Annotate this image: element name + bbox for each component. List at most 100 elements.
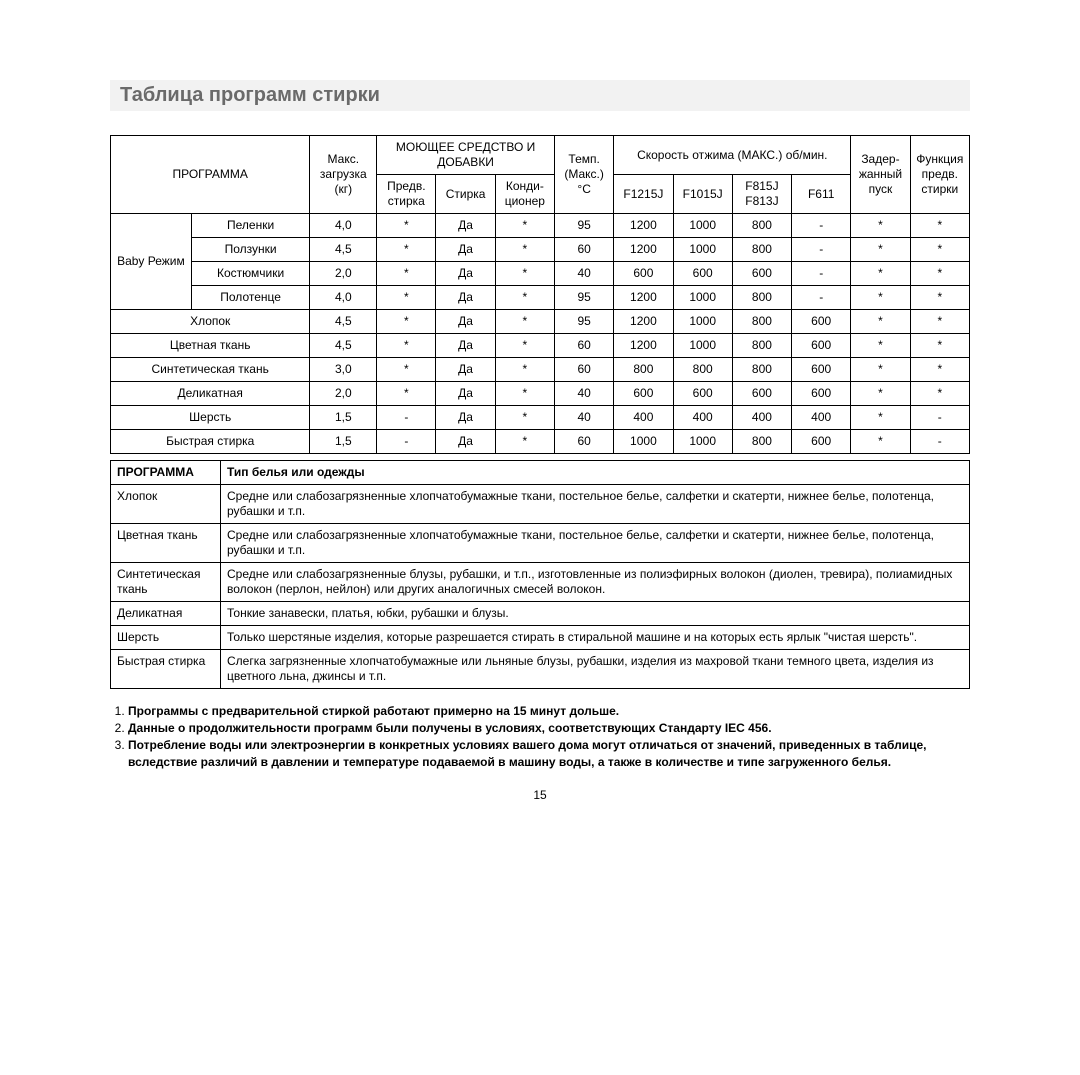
cell: * <box>910 286 969 310</box>
cell: 1000 <box>673 214 732 238</box>
table-header-row-1: ПРОГРАММА Макс. загрузка (кг) МОЮЩЕЕ СРЕ… <box>111 136 970 175</box>
cell: * <box>851 334 910 358</box>
program-name: Хлопок <box>111 310 310 334</box>
page-title: Таблица программ стирки <box>120 84 380 106</box>
cell: 800 <box>673 358 732 382</box>
cell: * <box>851 358 910 382</box>
cell: * <box>851 406 910 430</box>
cell: 1,5 <box>310 406 377 430</box>
cell: 1200 <box>614 238 673 262</box>
desc-program: Шерсть <box>111 626 221 650</box>
cell: 400 <box>614 406 673 430</box>
cell: * <box>910 358 969 382</box>
desc-type: Средне или слабозагрязненные хлопчатобум… <box>221 485 970 524</box>
cell: * <box>851 430 910 454</box>
footnote-1-text: Программы с предварительной стиркой рабо… <box>128 704 619 718</box>
cell: 600 <box>792 382 851 406</box>
col-prewash: Предв. стирка <box>377 175 436 214</box>
cell: 800 <box>732 430 791 454</box>
cell: 1200 <box>614 286 673 310</box>
cell: * <box>377 286 436 310</box>
cell: 600 <box>792 334 851 358</box>
col-spin-4: F611 <box>792 175 851 214</box>
cell: * <box>377 262 436 286</box>
cell: * <box>495 310 554 334</box>
cell: * <box>495 262 554 286</box>
col-spin-3: F815J F813J <box>732 175 791 214</box>
table-row: Шерсть 1,5 - Да * 40 400 400 400 400 * - <box>111 406 970 430</box>
table-row: Цветная ткань 4,5 * Да * 60 1200 1000 80… <box>111 334 970 358</box>
cell: * <box>851 286 910 310</box>
cell: 1200 <box>614 214 673 238</box>
page: Таблица программ стирки ПРОГРАММА Макс. … <box>0 0 1080 842</box>
table-row: Деликатная 2,0 * Да * 40 600 600 600 600… <box>111 382 970 406</box>
cell: * <box>377 214 436 238</box>
col-max-load: Макс. загрузка (кг) <box>310 136 377 214</box>
cell: 600 <box>614 382 673 406</box>
cell: - <box>792 238 851 262</box>
cell: 40 <box>555 262 614 286</box>
col-program: ПРОГРАММА <box>111 136 310 214</box>
cell: 800 <box>732 334 791 358</box>
footnote-1: Программы с предварительной стиркой рабо… <box>128 703 970 719</box>
desc-row: ДеликатнаяТонкие занавески, платья, юбки… <box>111 602 970 626</box>
program-name: Быстрая стирка <box>111 430 310 454</box>
cell: - <box>377 430 436 454</box>
table-row: Хлопок 4,5 * Да * 95 1200 1000 800 600 *… <box>111 310 970 334</box>
cell: Да <box>436 430 495 454</box>
cell: 800 <box>732 238 791 262</box>
cell: * <box>495 358 554 382</box>
cell: * <box>851 310 910 334</box>
cell: 95 <box>555 286 614 310</box>
cell: * <box>851 238 910 262</box>
cell: 40 <box>555 382 614 406</box>
cell: 60 <box>555 334 614 358</box>
desc-type: Тонкие занавески, платья, юбки, рубашки … <box>221 602 970 626</box>
cell: 1,5 <box>310 430 377 454</box>
description-table: ПРОГРАММА Тип белья или одежды ХлопокСре… <box>110 460 970 689</box>
cell: * <box>910 238 969 262</box>
cell: Да <box>436 214 495 238</box>
cell: * <box>495 430 554 454</box>
cell: * <box>910 262 969 286</box>
cell: * <box>851 382 910 406</box>
cell: 1000 <box>673 430 732 454</box>
cell: 2,0 <box>310 262 377 286</box>
cell: 60 <box>555 238 614 262</box>
cell: 4,5 <box>310 334 377 358</box>
cell: - <box>377 406 436 430</box>
footnote-2: Данные о продолжительности программ были… <box>128 720 970 736</box>
program-sub: Полотенце <box>191 286 310 310</box>
desc-header-row: ПРОГРАММА Тип белья или одежды <box>111 461 970 485</box>
desc-row: Синтетическая тканьСредне или слабозагря… <box>111 563 970 602</box>
cell: 1200 <box>614 310 673 334</box>
cell: 4,0 <box>310 214 377 238</box>
cell: 4,5 <box>310 238 377 262</box>
cell: 4,0 <box>310 286 377 310</box>
table-row: Синтетическая ткань 3,0 * Да * 60 800 80… <box>111 358 970 382</box>
col-conditioner: Конди-ционер <box>495 175 554 214</box>
cell: 400 <box>673 406 732 430</box>
page-number: 15 <box>110 788 970 802</box>
cell: Да <box>436 262 495 286</box>
cell: Да <box>436 382 495 406</box>
cell: 600 <box>673 382 732 406</box>
cell: - <box>792 262 851 286</box>
program-name: Синтетическая ткань <box>111 358 310 382</box>
cell: 600 <box>673 262 732 286</box>
desc-type: Средне или слабозагрязненные хлопчатобум… <box>221 524 970 563</box>
col-wash: Стирка <box>436 175 495 214</box>
desc-type: Слегка загрязненные хлопчатобумажные или… <box>221 650 970 689</box>
cell: 1000 <box>673 334 732 358</box>
cell: - <box>792 214 851 238</box>
cell: 1000 <box>673 310 732 334</box>
cell: Да <box>436 358 495 382</box>
desc-row: ХлопокСредне или слабозагрязненные хлопч… <box>111 485 970 524</box>
desc-col-program: ПРОГРАММА <box>111 461 221 485</box>
cell: * <box>910 334 969 358</box>
cell: - <box>792 286 851 310</box>
desc-row: Цветная тканьСредне или слабозагрязненны… <box>111 524 970 563</box>
table-row: Полотенце 4,0 * Да * 95 1200 1000 800 - … <box>111 286 970 310</box>
cell: * <box>910 382 969 406</box>
table-row: Baby Режим Пеленки 4,0 * Да * 95 1200 10… <box>111 214 970 238</box>
